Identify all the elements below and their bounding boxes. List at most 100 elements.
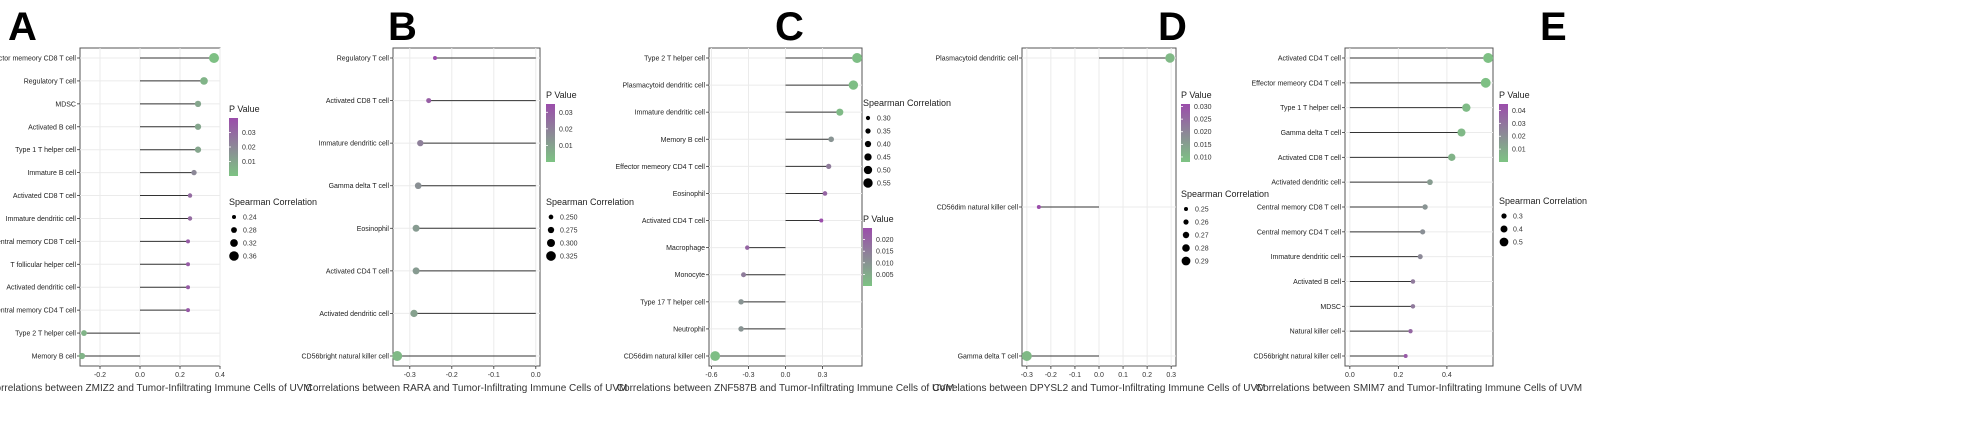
x-tick-label: 0.3 (818, 372, 828, 379)
colorbar-tick-label: 0.02 (1512, 134, 1526, 141)
plot-frame (392, 47, 541, 367)
category-label: Central memory CD4 T cell (0, 308, 76, 315)
category-label: Gamma delta T cell (958, 354, 1019, 361)
x-tick-label: 0.0 (135, 372, 145, 379)
lollipop-point (1427, 179, 1433, 186)
x-tick-label: 0.2 (175, 372, 185, 379)
category-label: CD56dim natural killer cell (624, 354, 706, 361)
size-legend-label: 0.32 (243, 241, 257, 248)
size-legend-label: 0.30 (877, 116, 891, 123)
lollipop-point (710, 351, 721, 361)
size-legend-dot (865, 128, 871, 134)
size-legend-label: 0.28 (243, 228, 257, 235)
lollipop-point (828, 136, 834, 143)
lollipop-point (187, 193, 193, 198)
category-label: Plasmacytoid dendritic cell (936, 56, 1019, 63)
category-label: MDSC (55, 101, 76, 108)
x-tick-label: -0.1 (488, 372, 500, 379)
colorbar-tick-label: 0.03 (1512, 121, 1526, 128)
colorbar-tick-label: 0.010 (876, 260, 894, 267)
category-label: CD56bright natural killer cell (1253, 354, 1341, 361)
lollipop-point (417, 139, 424, 147)
category-label: Memory B cell (32, 354, 77, 361)
lollipop-point (191, 169, 197, 176)
category-label: Eosinophil (357, 226, 390, 233)
x-tick-label: -0.6 (705, 372, 717, 379)
category-label: Effector memeory CD4 T cell (616, 164, 706, 171)
panel-e: E 0.0 0.2 0.4 Activated CD4 T cell Effector m… (1252, 5, 1588, 394)
colorbar-tick-label: 0.010 (1194, 154, 1212, 161)
lollipop-point (852, 53, 863, 63)
x-tick-label: -0.2 (446, 372, 458, 379)
lollipop-point (1165, 53, 1175, 63)
category-label: Neutrophil (673, 326, 705, 333)
lollipop-point (78, 352, 86, 360)
size-legend-dot (1501, 213, 1507, 219)
category-label: Regulatory T cell (24, 78, 77, 85)
size-legend-dot (1183, 219, 1189, 225)
size-legend-dot (1184, 207, 1188, 211)
x-axis-label: Correlations between ZNF587B and Tumor-I… (617, 383, 954, 394)
x-tick-label: -0.2 (1045, 372, 1057, 379)
size-legend-title: Spearman Correlation (1499, 196, 1587, 206)
category-label: Regulatory T cell (337, 56, 390, 63)
category-label: Activated dendritic cell (319, 311, 389, 318)
size-legend-dot (863, 178, 873, 188)
size-legend-dot (1182, 231, 1190, 239)
size-legend-dot (547, 239, 555, 247)
lollipop-point (81, 330, 87, 337)
colorbar-tick-label: 0.03 (559, 110, 573, 117)
lollipop-point (1021, 351, 1032, 361)
size-legend-dot (1499, 237, 1509, 247)
category-label: Type 1 T helper cell (15, 147, 76, 154)
lollipop-point (836, 108, 844, 116)
category-label: Type 17 T helper cell (640, 299, 705, 306)
category-label: CD56bright natural killer cell (301, 354, 389, 361)
category-label: Eosinophil (673, 191, 706, 198)
size-legend-label: 0.40 (877, 142, 891, 149)
pvalue-colorbar (229, 118, 238, 176)
category-label: Central memory CD8 T cell (1257, 205, 1342, 212)
colorbar-tick-label: 0.015 (1194, 142, 1212, 149)
category-label: Activated CD4 T cell (326, 268, 390, 275)
colorbar-tick-label: 0.01 (1512, 147, 1526, 154)
lollipop-point (186, 285, 190, 290)
colorbar-tick-label: 0.025 (1194, 117, 1212, 124)
size-legend-label: 0.45 (877, 155, 891, 162)
category-label: Activated CD8 T cell (13, 193, 77, 200)
category-label: Central memory CD8 T cell (0, 239, 76, 246)
lollipop-point (848, 80, 859, 90)
size-legend-dot (863, 165, 873, 175)
category-label: Natural killer cell (1290, 329, 1342, 336)
x-tick-label: 0.4 (215, 372, 225, 379)
x-tick-label: 0.0 (781, 372, 791, 379)
panel-c: C -0.6 -0.3 0.0 0.3 Type 2 T helper cell Plasm… (616, 5, 955, 394)
category-label: Immature B cell (27, 170, 76, 177)
size-legend-label: 0.26 (1195, 220, 1209, 227)
panel-a: A -0.2 0.0 0.2 0.4 Effector memeory CD8 T cel… (0, 5, 317, 394)
x-axis-label: Correlations between ZMIZ2 and Tumor-Inf… (0, 383, 312, 394)
panel-b: B -0.3 -0.2 -0.1 0.0 Regulatory T cell Activat… (301, 5, 634, 394)
x-tick-label: 0.2 (1394, 372, 1404, 379)
pvalue-legend-title: P Value (863, 214, 894, 224)
category-label: Immature dendritic cell (1271, 254, 1342, 261)
colorbar-tick-label: 0.04 (1512, 108, 1526, 115)
category-label: Immature dendritic cell (635, 110, 706, 117)
size-legend-label: 0.24 (243, 215, 257, 222)
lollipop-point (1410, 304, 1416, 309)
colorbar-tick-label: 0.02 (242, 145, 256, 152)
lollipop-point (186, 262, 190, 267)
category-label: Activated CD4 T cell (1278, 56, 1342, 63)
x-tick-label: 0.4 (1442, 372, 1452, 379)
pvalue-legend-title: P Value (1499, 90, 1530, 100)
size-legend-label: 0.29 (1195, 259, 1209, 266)
lollipop-point (738, 326, 744, 332)
x-tick-label: 0.0 (1094, 372, 1104, 379)
lollipop-point (209, 53, 219, 63)
lollipop-point (412, 267, 420, 275)
lollipop-point (186, 239, 190, 244)
lollipop-point (826, 163, 832, 169)
size-legend-dot (231, 227, 237, 233)
category-label: Activated CD4 T cell (642, 218, 706, 225)
